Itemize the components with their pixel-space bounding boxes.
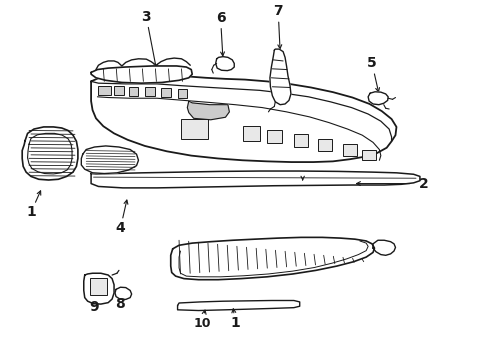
Text: 7: 7 <box>273 4 283 18</box>
Text: 9: 9 <box>90 300 99 314</box>
Bar <box>90 278 107 296</box>
Polygon shape <box>171 237 374 280</box>
Polygon shape <box>177 301 300 311</box>
Polygon shape <box>84 273 114 304</box>
Bar <box>181 119 208 139</box>
Text: 6: 6 <box>216 11 225 25</box>
Bar <box>177 89 187 98</box>
Text: 4: 4 <box>116 221 125 235</box>
Bar <box>362 149 376 159</box>
Bar <box>318 139 332 151</box>
Polygon shape <box>216 57 234 71</box>
Text: 8: 8 <box>116 297 125 311</box>
Text: 2: 2 <box>418 177 428 190</box>
Bar <box>294 134 308 147</box>
Text: 1: 1 <box>230 316 240 330</box>
Bar <box>129 87 139 96</box>
Bar <box>267 130 282 143</box>
Bar <box>343 144 357 156</box>
Polygon shape <box>22 127 78 180</box>
Polygon shape <box>91 74 396 162</box>
Text: 10: 10 <box>193 317 211 330</box>
Bar <box>161 88 171 97</box>
Polygon shape <box>368 92 388 105</box>
Polygon shape <box>91 171 420 188</box>
Bar <box>145 87 155 96</box>
Text: 1: 1 <box>26 205 36 219</box>
Bar <box>243 126 260 140</box>
Polygon shape <box>81 146 139 174</box>
Text: 3: 3 <box>142 10 151 24</box>
Bar <box>114 86 124 95</box>
Text: 5: 5 <box>367 57 377 71</box>
Bar <box>98 86 111 95</box>
Polygon shape <box>187 101 229 120</box>
Polygon shape <box>373 240 395 255</box>
Polygon shape <box>115 287 132 300</box>
Polygon shape <box>270 49 291 105</box>
Polygon shape <box>91 66 192 83</box>
